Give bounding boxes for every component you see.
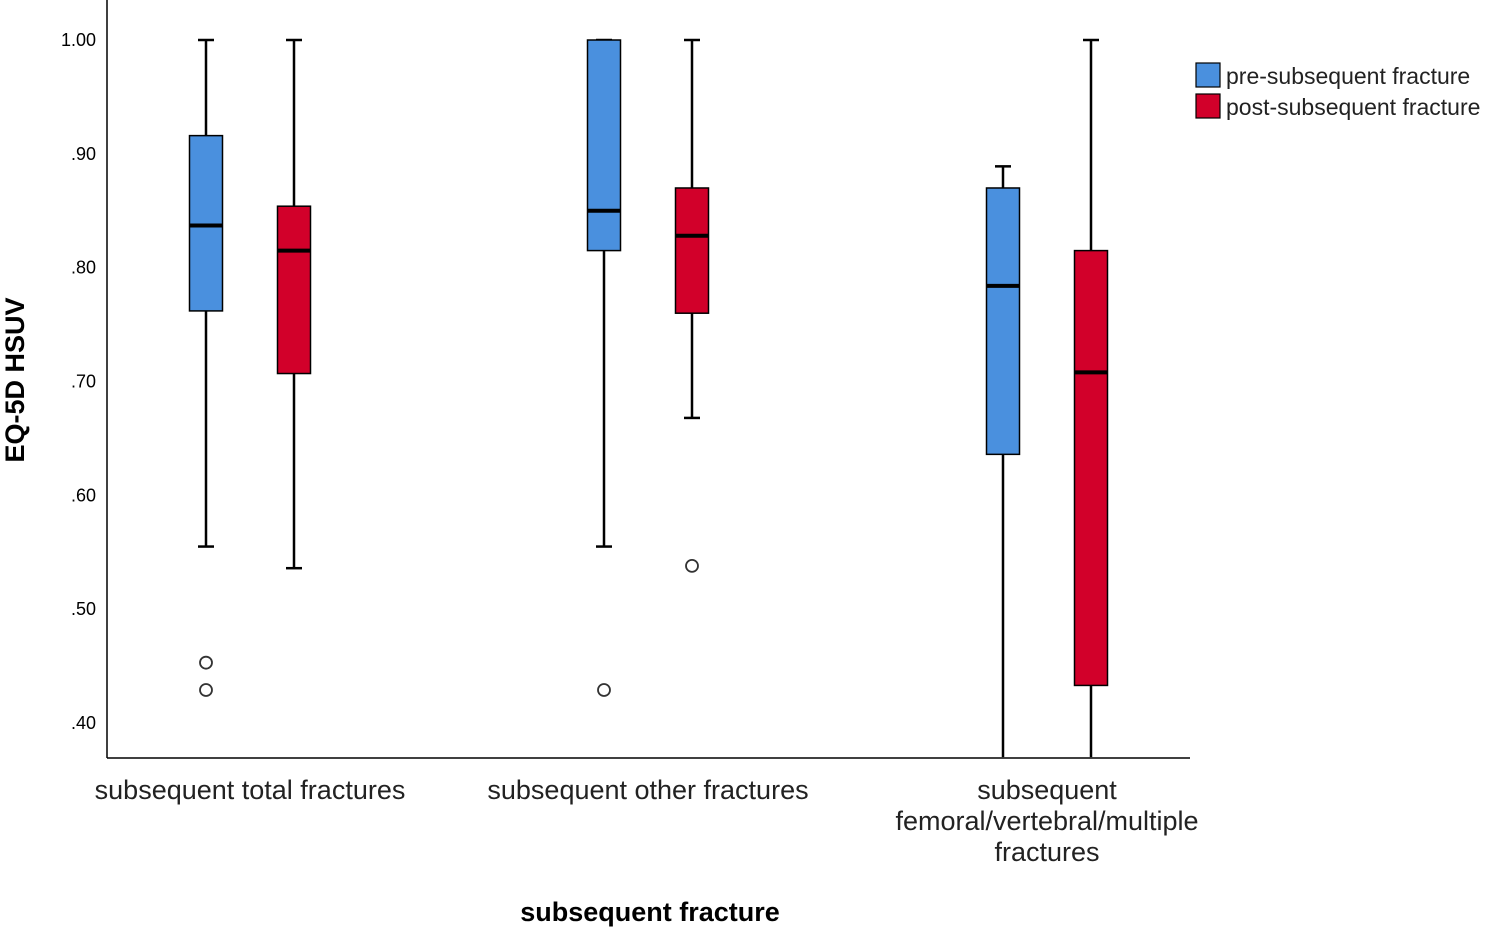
box-post [1073, 38, 1109, 758]
iqr-box [985, 187, 1021, 456]
legend-label: pre-subsequent fracture [1226, 63, 1470, 89]
x-category-label: fractures [994, 837, 1099, 867]
iqr-box [674, 187, 710, 314]
x-category-label: subsequent other fractures [487, 775, 808, 805]
y-tick-label: .90 [71, 144, 96, 164]
legend-swatch [1195, 93, 1221, 119]
box-post [276, 38, 312, 570]
y-tick-label: .70 [71, 372, 96, 392]
box-pre [188, 38, 224, 697]
y-tick-label: 1.00 [61, 30, 96, 50]
y-axis-title: EQ-5D HSUV [0, 297, 30, 462]
y-tick-label: .80 [71, 258, 96, 278]
plot-marks [188, 38, 1109, 758]
x-category-label: subsequent total fractures [95, 775, 406, 805]
y-tick-labels: 1.00 .90 .80 .70 .60 .50 .40 [61, 30, 96, 733]
iqr-box [276, 205, 312, 375]
box-pre [985, 165, 1021, 758]
box-pre [586, 38, 622, 697]
x-axis-title: subsequent fracture [520, 897, 780, 927]
iqr-box [1073, 249, 1109, 687]
iqr-box [586, 39, 622, 252]
legend-label: post-subsequent fracture [1226, 94, 1480, 120]
outlier-point [597, 683, 611, 697]
y-tick-label: .50 [71, 599, 96, 619]
outlier-point [199, 655, 213, 670]
x-category-label: femoral/vertebral/multiple [895, 806, 1198, 836]
iqr-box [188, 134, 224, 312]
outlier-point [685, 559, 699, 573]
y-tick-label: .40 [71, 713, 96, 733]
legend-swatch [1195, 62, 1221, 88]
legend: pre-subsequent fracture post-subsequent f… [1195, 62, 1480, 120]
x-category-labels: subsequent total fractures subsequent oth… [95, 775, 1199, 867]
y-tick-label: .60 [71, 485, 96, 505]
x-category-label: subsequent [977, 775, 1117, 805]
outlier-point [199, 683, 213, 697]
box-post [674, 38, 710, 573]
